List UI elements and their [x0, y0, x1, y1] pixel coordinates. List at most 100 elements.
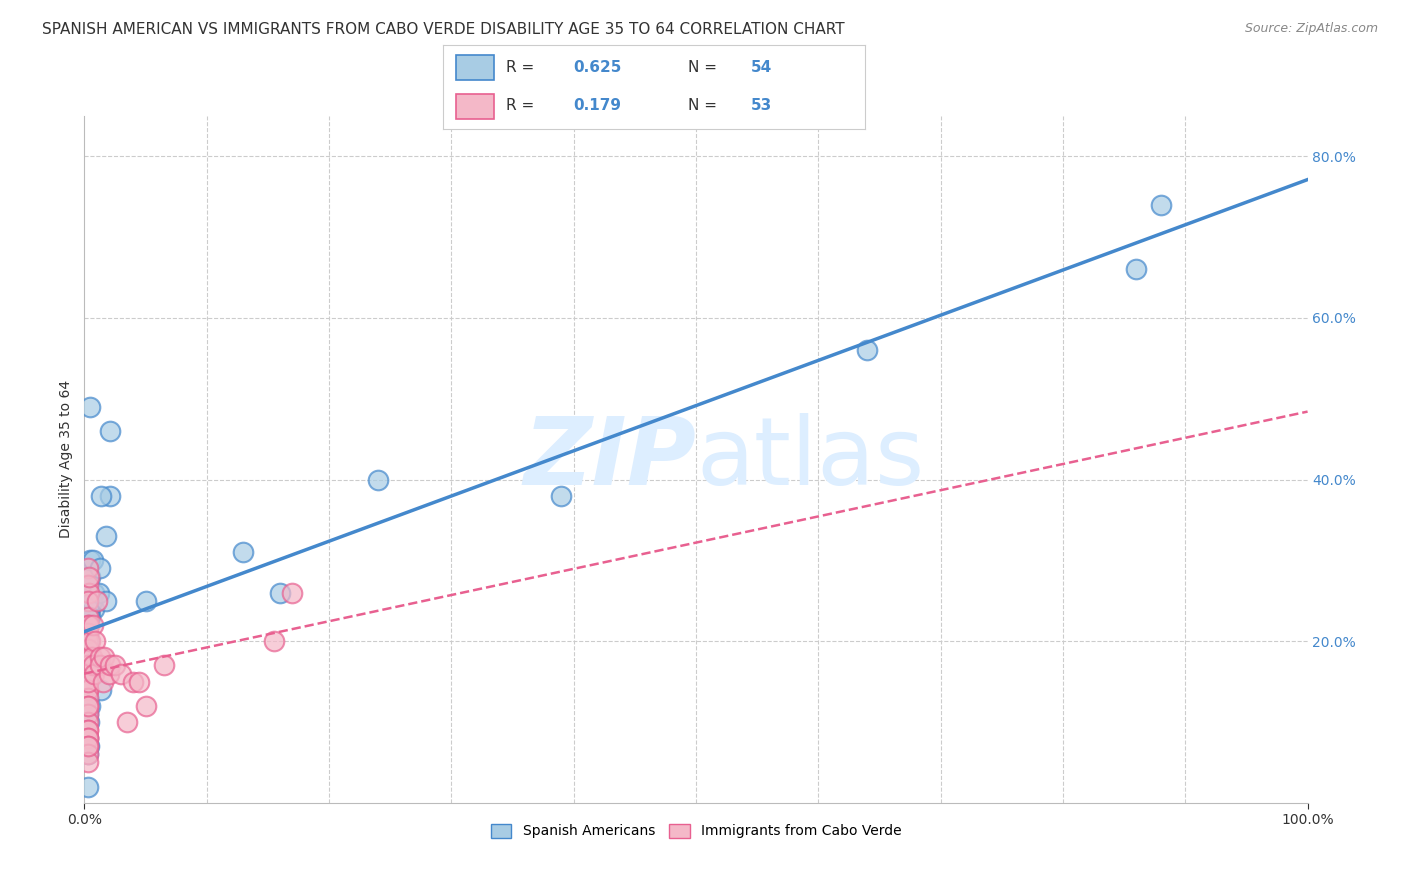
Point — [77, 739, 100, 754]
Point — [91, 674, 114, 689]
Legend: Spanish Americans, Immigrants from Cabo Verde: Spanish Americans, Immigrants from Cabo … — [485, 818, 907, 844]
Point — [77, 626, 100, 640]
Point — [77, 658, 100, 673]
Text: 54: 54 — [751, 60, 772, 75]
Point — [77, 594, 100, 608]
Point — [77, 610, 100, 624]
Point — [77, 585, 100, 599]
Point — [89, 561, 111, 575]
Point — [856, 343, 879, 358]
Point — [77, 731, 100, 746]
Point — [550, 489, 572, 503]
Point — [93, 650, 115, 665]
Point — [96, 529, 118, 543]
Point — [80, 650, 103, 665]
Point — [110, 666, 132, 681]
Point — [77, 674, 100, 689]
Point — [77, 618, 100, 632]
Point — [77, 674, 100, 689]
Point — [77, 569, 100, 583]
Point — [90, 489, 112, 503]
Point — [153, 658, 176, 673]
Point — [77, 756, 100, 770]
Point — [77, 706, 100, 721]
Point — [77, 731, 100, 746]
Text: SPANISH AMERICAN VS IMMIGRANTS FROM CABO VERDE DISABILITY AGE 35 TO 64 CORRELATI: SPANISH AMERICAN VS IMMIGRANTS FROM CABO… — [42, 22, 845, 37]
Point — [367, 473, 389, 487]
Text: R =: R = — [506, 98, 540, 113]
Point — [97, 666, 120, 681]
Text: 53: 53 — [751, 98, 772, 113]
Point — [77, 698, 100, 713]
Point — [83, 666, 105, 681]
Point — [79, 698, 101, 713]
Point — [77, 731, 100, 746]
Point — [77, 634, 100, 648]
Point — [77, 739, 100, 754]
Point — [77, 658, 100, 673]
Point — [77, 780, 100, 794]
Text: 0.625: 0.625 — [574, 60, 621, 75]
Point — [82, 553, 104, 567]
Point — [104, 658, 127, 673]
Point — [77, 650, 100, 665]
Text: atlas: atlas — [696, 413, 924, 506]
Point — [77, 610, 100, 624]
Point — [77, 577, 100, 591]
Point — [77, 642, 100, 657]
Point — [84, 634, 107, 648]
Point — [77, 666, 100, 681]
Point — [89, 650, 111, 665]
Point — [86, 594, 108, 608]
Point — [77, 561, 100, 575]
Point — [77, 585, 100, 599]
Point — [77, 618, 100, 632]
Point — [77, 723, 100, 737]
Point — [77, 723, 100, 737]
Point — [135, 594, 157, 608]
Point — [79, 400, 101, 414]
Point — [77, 747, 100, 762]
Point — [77, 714, 100, 729]
Point — [263, 634, 285, 648]
Text: N =: N = — [688, 98, 721, 113]
Point — [77, 714, 100, 729]
Point — [77, 690, 100, 705]
Point — [77, 682, 100, 697]
Text: R =: R = — [506, 60, 540, 75]
Point — [77, 642, 100, 657]
Point — [90, 682, 112, 697]
Point — [98, 424, 121, 438]
Point — [77, 706, 100, 721]
Point — [77, 698, 100, 713]
Point — [79, 553, 101, 567]
Point — [83, 602, 105, 616]
Point — [77, 577, 100, 591]
Point — [77, 739, 100, 754]
Point — [1125, 262, 1147, 277]
Point — [82, 618, 104, 632]
Text: ZIP: ZIP — [523, 413, 696, 506]
Point — [135, 698, 157, 713]
Point — [77, 698, 100, 713]
Point — [128, 674, 150, 689]
Point — [79, 610, 101, 624]
Point — [281, 585, 304, 599]
Point — [83, 585, 105, 599]
FancyBboxPatch shape — [456, 94, 494, 120]
Point — [87, 585, 110, 599]
Point — [77, 674, 100, 689]
Point — [77, 618, 100, 632]
Point — [82, 658, 104, 673]
Point — [79, 634, 101, 648]
Point — [77, 594, 100, 608]
Point — [98, 489, 121, 503]
Point — [79, 569, 101, 583]
Point — [77, 634, 100, 648]
Point — [1150, 198, 1173, 212]
Point — [77, 594, 100, 608]
Point — [77, 602, 100, 616]
Point — [269, 585, 291, 599]
Text: 0.179: 0.179 — [574, 98, 621, 113]
Point — [77, 626, 100, 640]
